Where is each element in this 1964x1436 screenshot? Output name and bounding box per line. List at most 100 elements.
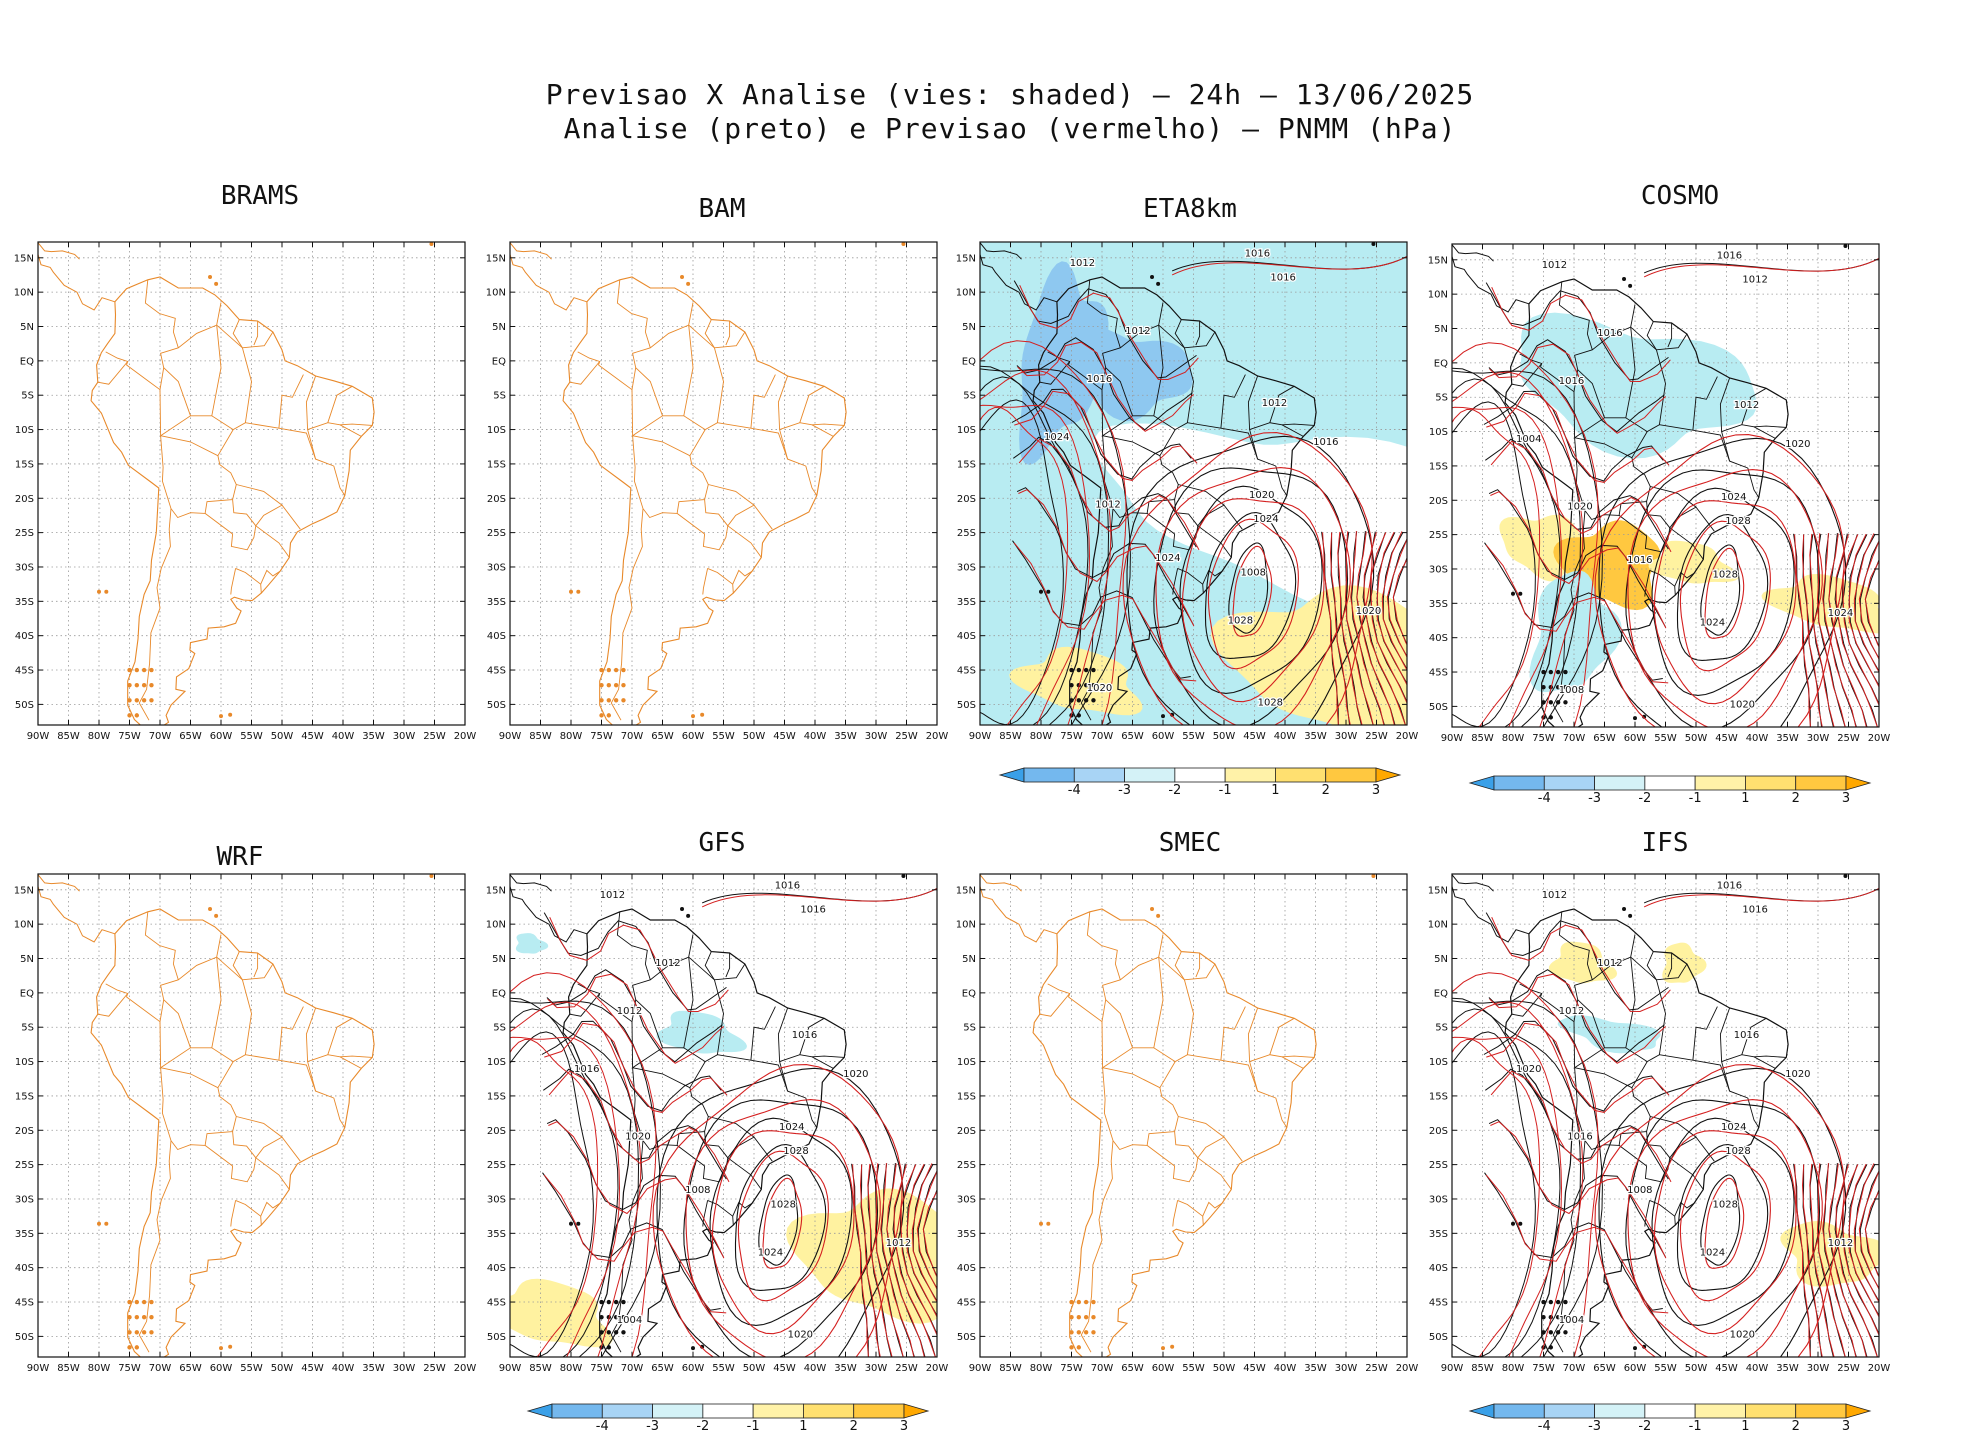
isobar-contours (1452, 258, 1879, 727)
archipelago-dot (134, 1345, 140, 1350)
graticule (510, 242, 937, 725)
country-border (1039, 361, 1071, 385)
isobar-label: 1016 (1717, 251, 1742, 262)
lon-tick-label: 50W (1213, 1363, 1236, 1374)
isobar-label: 1016 (1270, 273, 1295, 284)
lon-tick-label: 45W (773, 1363, 796, 1374)
country-border (683, 957, 694, 1048)
lat-tick-label: 50S (957, 700, 976, 711)
archipelago-dot (1548, 1299, 1554, 1305)
colorbar-segment (1325, 767, 1377, 783)
colorbar-segment (1543, 1403, 1595, 1419)
lat-tick-label: 15S (15, 1091, 34, 1102)
country-border (1159, 1054, 1276, 1099)
country-border (1281, 423, 1315, 426)
country-border (713, 347, 724, 423)
lat-tick-label: 50S (957, 1332, 976, 1343)
lat-tick-label: EQ (20, 356, 34, 367)
lat-tick-label: 45S (1429, 1298, 1448, 1309)
country-border (1197, 504, 1232, 558)
archipelago-dot (1069, 1299, 1074, 1305)
country-border (278, 1006, 304, 1061)
isobar-label: 1012 (617, 1006, 642, 1017)
lat-tick-label: 35S (487, 597, 506, 608)
isobar-label: 1004 (1516, 434, 1541, 445)
lon-tick-label: 55W (1654, 1363, 1677, 1374)
country-border (236, 1116, 301, 1162)
lon-tick-label: 20W (1868, 733, 1891, 744)
archipelago-dot (613, 698, 619, 703)
lat-tick-label: 5S (21, 1023, 34, 1034)
colorbar-label: -3 (1118, 783, 1131, 794)
archipelago-dot (1091, 1330, 1096, 1335)
country-border (1202, 1201, 1223, 1217)
lon-tick-label: 70W (621, 731, 644, 742)
country-border (1281, 1055, 1315, 1058)
lon-tick-label: 40W (804, 731, 827, 742)
lon-tick-label: 25W (1837, 733, 1860, 744)
lat-tick-label: 30S (15, 562, 34, 573)
isobar-label: 1012 (655, 958, 680, 969)
archipelago-dot (599, 713, 604, 718)
lat-tick-label: 5S (493, 1023, 506, 1034)
lon-tick-label: 25W (895, 1363, 918, 1374)
lon-tick-label: 75W (1532, 1363, 1555, 1374)
country-border (1511, 363, 1543, 387)
country-border (1741, 387, 1767, 425)
coastline-central-america (38, 874, 80, 892)
lat-tick-label: 15N (956, 253, 976, 264)
country-border (799, 385, 825, 423)
archipelago-dot (141, 698, 147, 703)
lon-tick-label: 70W (621, 1363, 644, 1374)
isobar-label: 1012 (1262, 398, 1287, 409)
island (1150, 907, 1155, 912)
isobar-label: 1016 (1567, 1132, 1592, 1143)
island (680, 275, 685, 280)
island (569, 1221, 573, 1226)
colorbar-label: -2 (1638, 1419, 1651, 1430)
island (97, 589, 101, 594)
isobar-label: 1020 (1785, 439, 1810, 450)
panel-title-cosmo: COSMO (1640, 181, 1720, 211)
colorbar-label: -1 (1689, 791, 1702, 802)
country-border (1719, 377, 1731, 432)
country-border (707, 567, 734, 594)
colorbar-arrow-right (1845, 1403, 1872, 1419)
country-border (307, 1054, 362, 1092)
isobar-label: 1012 (1597, 958, 1622, 969)
lat-tick-label: 20S (487, 494, 506, 505)
country-border (1174, 951, 1185, 981)
lon-tick-label: 45W (1243, 1363, 1266, 1374)
country-border (126, 996, 237, 1151)
country-border (1195, 321, 1201, 346)
lon-tick-label: 75W (1060, 731, 1083, 742)
panel-title-ifs: IFS (1641, 828, 1689, 858)
country-border (253, 321, 259, 346)
country-border (1719, 1007, 1731, 1062)
island (214, 281, 219, 286)
lon-tick-label: 90W (27, 1363, 50, 1374)
colorbar-cosmo: -4-3-2-11234 (1468, 775, 1872, 802)
country-border (1086, 279, 1121, 348)
country-border (1741, 1017, 1767, 1055)
archipelago-dot (1076, 698, 1082, 703)
country-border (1552, 1140, 1586, 1353)
isobar-label: 1012 (1542, 260, 1567, 271)
isobar-label: 1020 (788, 1330, 813, 1341)
lon-tick-label: 55W (240, 731, 263, 742)
lon-tick-label: 60W (1624, 733, 1647, 744)
island (1628, 913, 1633, 918)
colorbar-label: 3 (900, 1419, 908, 1430)
lat-tick-label: 10S (1429, 427, 1448, 438)
country-border (610, 1140, 644, 1353)
isobar-label: 1008 (685, 1185, 710, 1196)
country-border (217, 422, 334, 467)
lon-tick-label: 90W (969, 1363, 992, 1374)
island (429, 242, 434, 247)
archipelago-dot (127, 698, 132, 703)
country-border (236, 484, 301, 530)
colorbar-label: -4 (1538, 1419, 1551, 1430)
country-border (750, 374, 776, 429)
lat-tick-label: 25S (957, 528, 976, 539)
archipelago-dot (1548, 700, 1554, 705)
